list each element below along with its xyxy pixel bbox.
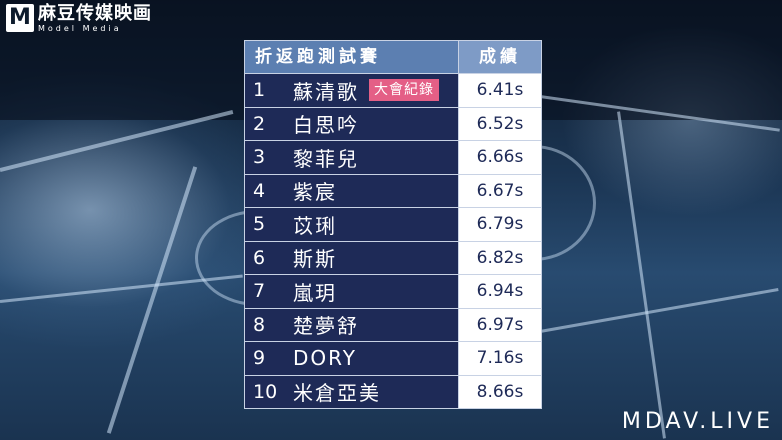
result-time: 6.67s	[458, 174, 541, 207]
rank-number: 5	[253, 213, 266, 236]
event-title: 折返跑測試賽	[245, 41, 458, 73]
result-row: 5 苡琍 6.79s	[245, 207, 541, 241]
result-row: 8 楚夢舒 6.97s	[245, 307, 541, 341]
result-time: 6.79s	[458, 208, 541, 241]
result-column-header: 成績	[458, 41, 541, 73]
athlete-name: 紫宸	[293, 180, 337, 205]
logo-cn-text: 麻豆传媒映画	[38, 3, 152, 24]
athlete-name: 斯斯	[293, 247, 337, 272]
board-header: 折返跑測試賽 成績	[245, 41, 541, 73]
athlete-name: 苡琍	[293, 213, 337, 238]
result-time: 6.41s	[458, 74, 541, 107]
result-row: 3 黎菲兒 6.66s	[245, 140, 541, 174]
result-row: 6 斯斯 6.82s	[245, 240, 541, 274]
athlete-name: 黎菲兒	[293, 146, 359, 171]
rank-number: 6	[253, 246, 266, 269]
result-row: 7 嵐玥 6.94s	[245, 274, 541, 308]
result-row: 2 白思吟 6.52s	[245, 106, 541, 140]
record-badge: 大會紀錄	[369, 79, 439, 102]
rank-number: 3	[253, 146, 266, 169]
rank-number: 1	[253, 79, 266, 102]
brand-logo: M 麻豆传媒映画 Model Media	[6, 4, 152, 34]
rank-number: 7	[253, 280, 266, 303]
court-line	[539, 287, 779, 333]
result-row: 4 紫宸 6.67s	[245, 173, 541, 207]
rank-number: 10	[253, 380, 278, 403]
result-row: 9 DORY 7.16s	[245, 341, 541, 375]
athlete-name: 楚夢舒	[293, 314, 359, 339]
m-logo-icon: M	[6, 4, 34, 32]
rank-number: 9	[253, 347, 266, 370]
athlete-name: 嵐玥	[293, 280, 337, 305]
athlete-name: DORY	[293, 346, 357, 371]
site-watermark: MDAV.LIVE	[621, 409, 774, 434]
result-time: 6.94s	[458, 275, 541, 308]
results-board: 折返跑測試賽 成績 1 蘇清歌 大會紀錄 6.41s 2 白思吟 6.52s 3 黎菲兒 6.66…	[244, 40, 542, 409]
result-row: 10 米倉亞美 8.66s	[245, 374, 541, 408]
result-row: 1 蘇清歌 大會紀錄 6.41s	[245, 73, 541, 107]
rank-number: 2	[253, 112, 266, 135]
rank-number: 8	[253, 313, 266, 336]
result-time: 6.97s	[458, 308, 541, 341]
athlete-name: 米倉亞美	[293, 381, 381, 406]
rank-number: 4	[253, 179, 266, 202]
result-time: 6.52s	[458, 107, 541, 140]
court-line	[617, 111, 666, 439]
athlete-name: 蘇清歌	[293, 79, 359, 104]
result-time: 7.16s	[458, 342, 541, 375]
result-time: 8.66s	[458, 375, 541, 408]
result-time: 6.66s	[458, 141, 541, 174]
logo-en-text: Model Media	[38, 24, 122, 33]
athlete-name: 白思吟	[293, 113, 359, 138]
result-time: 6.82s	[458, 241, 541, 274]
court-line	[106, 166, 198, 434]
